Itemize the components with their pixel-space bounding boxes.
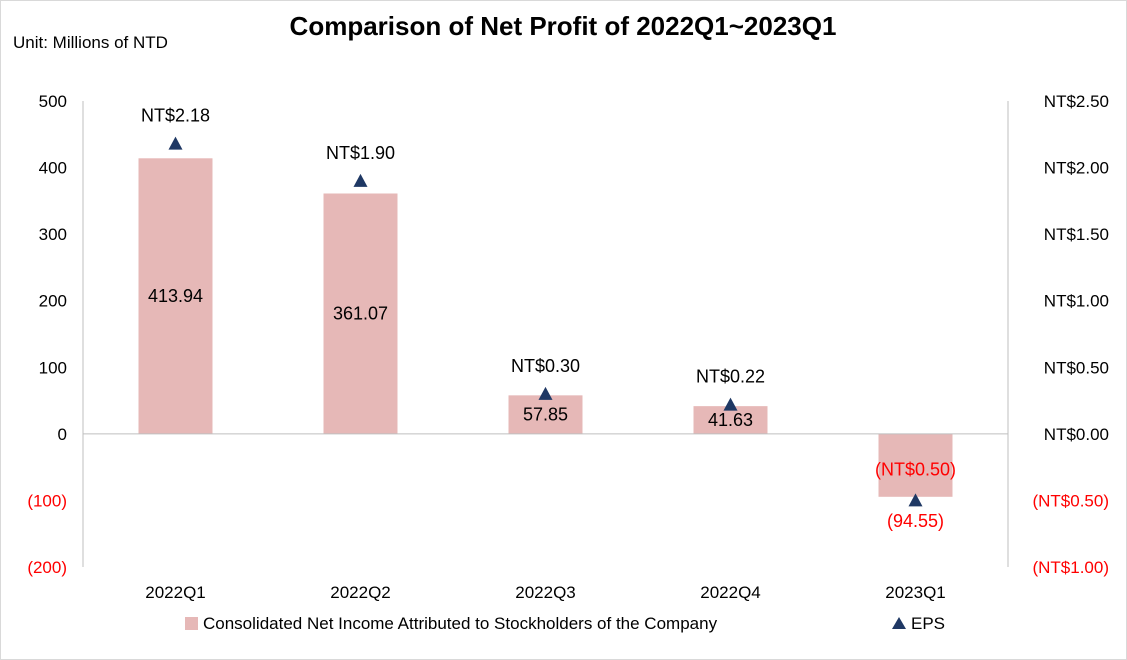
legend-bar-label: Consolidated Net Income Attributed to St…	[203, 614, 718, 633]
bar-2022Q1	[138, 158, 213, 434]
y-right-tick-label: NT$0.50	[1044, 358, 1109, 377]
x-tick-label: 2022Q3	[515, 583, 576, 602]
y-right-tick-label: (NT$0.50)	[1032, 491, 1109, 510]
y-left-tick-label: 300	[39, 225, 67, 244]
y-right-tick-label: NT$2.00	[1044, 159, 1109, 178]
bar-value-label: 41.63	[708, 410, 753, 430]
x-tick-label: 2022Q2	[330, 583, 391, 602]
y-right-tick-label: NT$1.50	[1044, 225, 1109, 244]
y-right-tick-label: NT$2.50	[1044, 92, 1109, 111]
eps-marker-2022Q2	[353, 173, 368, 187]
bar-value-label: (94.55)	[887, 511, 944, 531]
y-right-tick-label: (NT$1.00)	[1032, 558, 1109, 577]
y-left-tick-label: (100)	[27, 491, 67, 510]
y-left-tick-label: 0	[58, 425, 67, 444]
x-tick-label: 2023Q1	[885, 583, 946, 602]
y-right-tick-label: NT$1.00	[1044, 292, 1109, 311]
chart-title: Comparison of Net Profit of 2022Q1~2023Q…	[290, 11, 837, 41]
y-right-tick-label: NT$0.00	[1044, 425, 1109, 444]
eps-marker-2022Q3	[538, 386, 553, 400]
y-left-tick-label: 200	[39, 292, 67, 311]
bar-2022Q2	[323, 193, 398, 434]
plot-area: 500 400 300 200 100 0 (100) (200) NT$2.50 NT$2.00…	[27, 92, 1109, 602]
legend-eps-marker	[892, 617, 906, 629]
x-tick-label: 2022Q4	[700, 583, 761, 602]
legend-eps-label: EPS	[911, 614, 945, 633]
bar-value-label: 57.85	[523, 405, 568, 425]
y-left-tick-label: 500	[39, 92, 67, 111]
legend: Consolidated Net Income Attributed to St…	[185, 614, 945, 633]
y-left-tick-label: 400	[39, 159, 67, 178]
eps-value-label: NT$0.30	[511, 356, 580, 376]
y-left-tick-label: (200)	[27, 558, 67, 577]
eps-marker-2022Q4	[723, 397, 738, 411]
y-left-tick-label: 100	[39, 358, 67, 377]
eps-value-label: NT$0.22	[696, 367, 765, 387]
x-tick-label: 2022Q1	[145, 583, 206, 602]
bar-2022Q3	[508, 395, 583, 434]
bar-value-label: 361.07	[333, 304, 388, 324]
legend-bar-swatch	[185, 617, 198, 630]
bar-2022Q4	[693, 406, 768, 434]
unit-label: Unit: Millions of NTD	[13, 33, 168, 52]
eps-value-label: NT$1.90	[326, 143, 395, 163]
eps-value-label: NT$2.18	[141, 106, 210, 126]
eps-value-label: (NT$0.50)	[875, 459, 956, 479]
eps-marker-2022Q1	[168, 136, 183, 150]
bar-value-label: 413.94	[148, 286, 203, 306]
eps-marker-2023Q1	[908, 493, 923, 507]
bar-2023Q1	[878, 433, 953, 497]
